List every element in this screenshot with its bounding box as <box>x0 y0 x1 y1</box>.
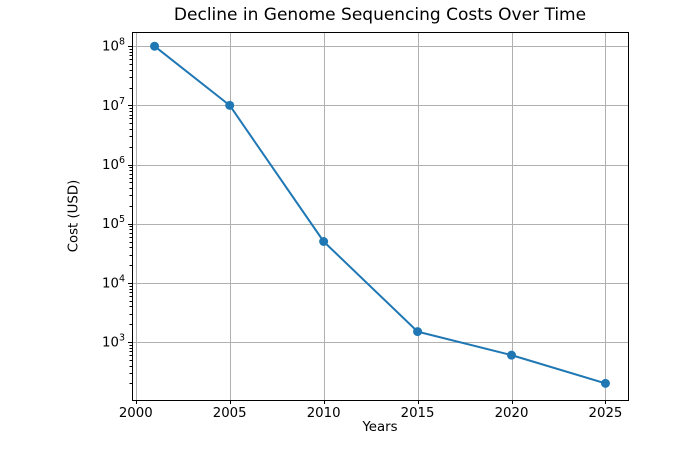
y-tick-label: 108 <box>102 37 125 55</box>
y-tick-label: 106 <box>102 155 125 173</box>
x-axis-label: Years <box>362 420 398 435</box>
axis-ticks <box>128 46 606 404</box>
grid <box>132 32 628 400</box>
x-tick-label: 2020 <box>495 406 529 421</box>
x-tick-label: 2025 <box>589 406 623 421</box>
chart-title: Decline in Genome Sequencing Costs Over … <box>173 5 587 25</box>
data-point-marker <box>150 41 160 51</box>
y-tick-label: 103 <box>102 333 125 351</box>
x-tick-label: 2010 <box>307 406 341 421</box>
x-tick-labels: 2000 2005 2010 2015 2020 2025 <box>119 406 623 421</box>
data-point-marker <box>413 327 423 337</box>
data-point-marker <box>319 237 329 247</box>
x-tick-label: 2000 <box>119 406 153 421</box>
plot-area-border <box>132 32 629 401</box>
y-tick-labels: 103 104 105 106 107 108 <box>102 37 125 351</box>
y-tick-label: 104 <box>102 273 125 291</box>
y-tick-label: 105 <box>102 214 125 232</box>
y-axis-label: Cost (USD) <box>66 179 82 253</box>
y-tick-label: 107 <box>102 96 125 114</box>
data-line <box>153 45 607 385</box>
x-tick-label: 2015 <box>401 406 435 421</box>
data-point-marker <box>507 350 517 360</box>
data-point-marker <box>600 378 610 388</box>
data-markers <box>150 41 610 388</box>
data-point-marker <box>225 100 235 110</box>
x-tick-label: 2005 <box>213 406 247 421</box>
